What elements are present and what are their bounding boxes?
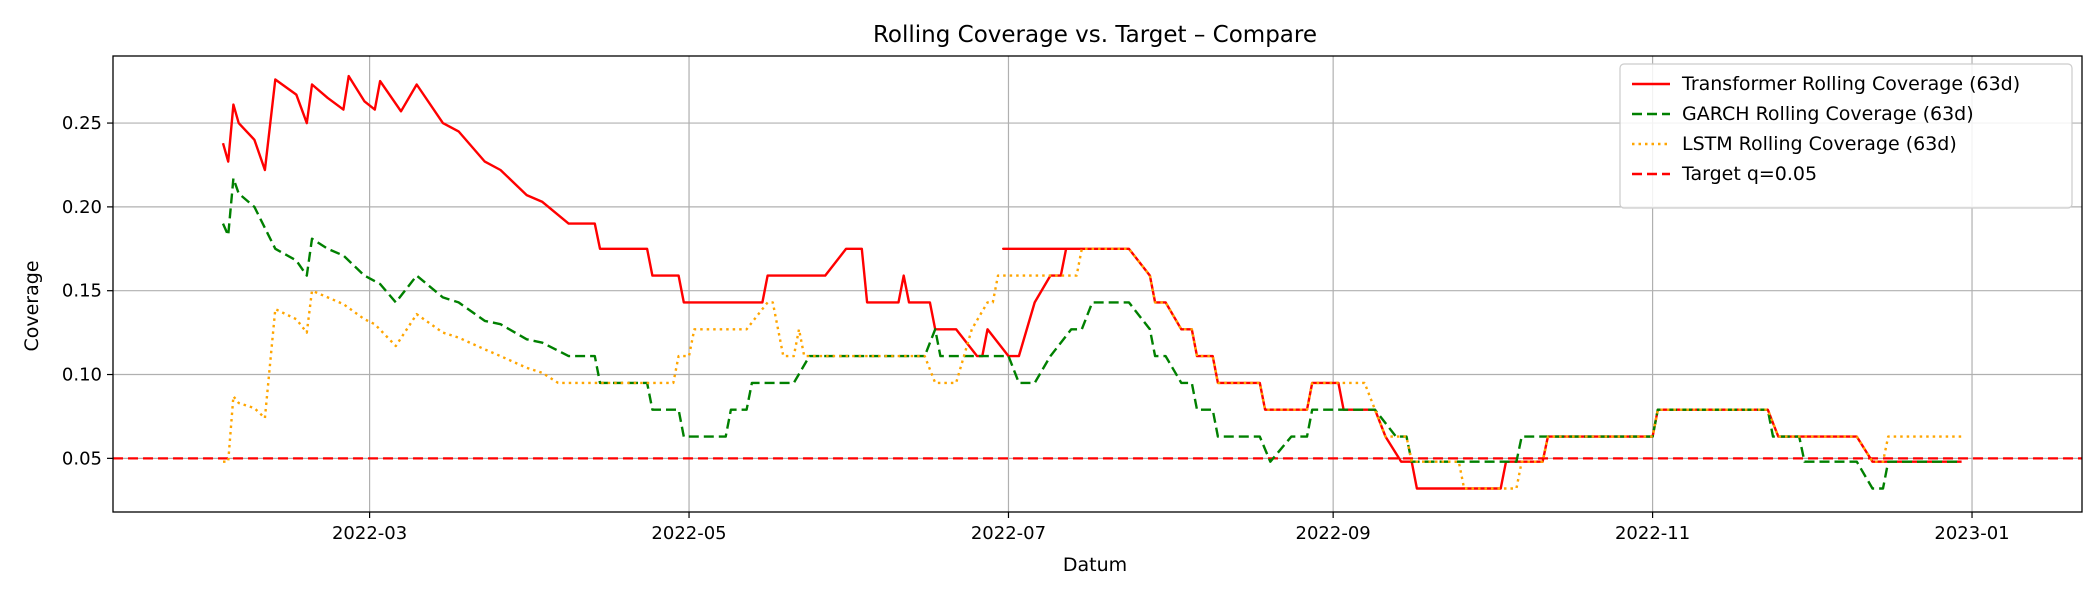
legend-box [1619, 63, 2073, 209]
legend-label: GARCH Rolling Coverage (63d) [1682, 103, 1974, 125]
x-tick-label: 2022-05 [651, 523, 726, 544]
x-tick-label: 2022-07 [971, 523, 1046, 544]
series-layer [221, 74, 1962, 490]
x-axis-ticks: 2022-03 2022-05 2022-07 2022-09 2022-11 2023-… [332, 512, 2010, 544]
legend-label: Target q=0.05 [1681, 163, 1817, 185]
y-tick-label: 0.25 [62, 113, 102, 134]
series-line [221, 74, 1962, 490]
series-line [223, 247, 1962, 490]
y-tick-label: 0.05 [62, 448, 102, 469]
chart-title: Rolling Coverage vs. Target – Compare [873, 22, 1317, 48]
legend-label: LSTM Rolling Coverage (63d) [1682, 133, 1957, 155]
y-axis-ticks: 0.05 0.10 0.15 0.20 0.25 [62, 113, 113, 469]
legend: Transformer Rolling Coverage (63d) GARCH … [1619, 63, 2073, 209]
y-axis-label: Coverage [21, 260, 43, 351]
y-tick-label: 0.20 [62, 197, 102, 218]
x-tick-label: 2022-03 [332, 523, 407, 544]
x-tick-label: 2022-09 [1296, 523, 1371, 544]
y-tick-label: 0.10 [62, 365, 102, 386]
plot-frame [112, 55, 2083, 513]
series-line [221, 177, 1962, 490]
x-tick-label: 2022-11 [1615, 523, 1690, 544]
x-axis-label: Datum [1063, 554, 1127, 576]
x-tick-label: 2023-01 [1934, 523, 2009, 544]
legend-label: Transformer Rolling Coverage (63d) [1681, 73, 2020, 95]
y-tick-label: 0.15 [62, 281, 102, 302]
